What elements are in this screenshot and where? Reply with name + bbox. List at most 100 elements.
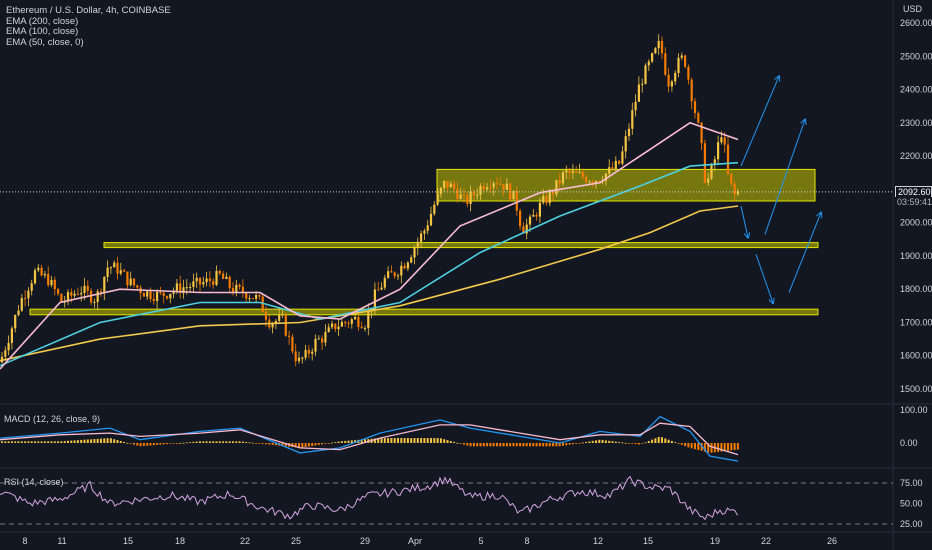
candle-body (502, 184, 505, 190)
candle-body (413, 247, 416, 258)
candle-body (241, 286, 244, 294)
macd-signal-line (0, 422, 739, 456)
candle-body (297, 357, 301, 362)
rsi-tick-label: 50.00 (900, 499, 923, 509)
macd-histogram-bar (225, 441, 228, 443)
candle-body (542, 196, 545, 203)
candle-body (621, 151, 624, 164)
candle-body (218, 270, 221, 274)
macd-histogram-bar (90, 439, 93, 443)
candle-body (321, 338, 324, 343)
macd-histogram-bar (723, 443, 726, 452)
macd-histogram-bar (637, 443, 640, 445)
candle-body (667, 74, 670, 87)
candle-body (555, 179, 558, 195)
candle-body (215, 270, 218, 285)
rsi-tick-label: 25.00 (900, 519, 923, 529)
candle-body (284, 314, 287, 336)
time-tick-label: 15 (643, 536, 653, 546)
macd-histogram-bar (380, 438, 383, 443)
macd-histogram-bar (192, 441, 195, 443)
candle-body (733, 183, 736, 195)
macd-histogram-bar (202, 441, 205, 443)
time-tick-label: 15 (123, 536, 133, 546)
macd-histogram-bar (337, 441, 340, 443)
macd-histogram-bar (27, 441, 30, 443)
macd-histogram-bar (159, 443, 162, 445)
macd-histogram-bar (20, 441, 23, 443)
candle-body (80, 292, 83, 295)
macd-histogram-bar (228, 441, 231, 443)
macd-histogram-bar (575, 443, 578, 444)
candle-body (33, 270, 37, 284)
candle-body (515, 190, 518, 211)
candle-body (578, 172, 581, 174)
candle-body (637, 84, 640, 102)
candle-body (159, 292, 162, 294)
price-tick-label: 2200.00 (900, 151, 932, 161)
macd-histogram-bar (476, 443, 479, 447)
candle-body (175, 283, 178, 291)
candle-body (469, 191, 472, 204)
time-tick-label: 29 (360, 536, 370, 546)
candle-body (165, 296, 169, 299)
candle-body (245, 293, 248, 299)
candle-body (426, 225, 429, 231)
candle-body (47, 273, 50, 286)
macd-histogram-bar (83, 439, 86, 443)
macd-histogram-bar (413, 438, 416, 443)
candle-body (528, 216, 532, 225)
macd-histogram-bar (50, 441, 53, 443)
macd-histogram-bar (664, 438, 667, 443)
candle-body (324, 331, 327, 343)
candle-body (548, 191, 551, 204)
candle-body (631, 110, 634, 129)
macd-histogram-bar (189, 442, 192, 443)
candle-body (416, 241, 419, 248)
macd-histogram-bar (707, 443, 710, 453)
price-tick-label: 2500.00 (900, 51, 932, 61)
candle-body (146, 291, 149, 297)
candle-body (53, 279, 56, 290)
candle-body (185, 287, 188, 289)
candle-body (357, 317, 360, 327)
candle-body (334, 323, 337, 330)
candle-body (453, 183, 456, 189)
scenario-arrow-1 (764, 119, 805, 235)
macd-histogram-bar (387, 438, 390, 443)
candle-body (27, 290, 30, 299)
macd-histogram-bar (17, 441, 20, 443)
macd-histogram-bar (538, 443, 541, 447)
macd-histogram-bar (103, 438, 106, 443)
candle-body (337, 326, 340, 330)
macd-histogram-bar (133, 443, 135, 445)
macd-histogram-bar (274, 443, 277, 446)
macd-histogram-bar (179, 442, 182, 444)
macd-histogram-bar (687, 443, 690, 448)
countdown-tag: 03:59:41 (895, 197, 932, 207)
candle-body (126, 271, 129, 286)
candle-body (644, 65, 647, 84)
macd-histogram-bar (126, 442, 129, 444)
candle-body (30, 283, 33, 291)
macd-histogram-bar (14, 441, 17, 443)
macd-histogram-bar (502, 443, 505, 447)
time-tick-label: 12 (593, 536, 603, 546)
candle-body (264, 311, 268, 320)
candle-body (228, 276, 231, 289)
macd-histogram-bar (647, 441, 650, 443)
candle-body (182, 287, 185, 294)
candle-body (664, 53, 667, 75)
macd-histogram-bar (519, 443, 522, 447)
candle-body (17, 310, 20, 316)
candle-body (456, 188, 459, 199)
macd-histogram-bar (410, 438, 413, 443)
candle-body (4, 350, 7, 357)
macd-histogram-bar (298, 443, 300, 448)
macd-label: MACD (12, 26, close, 9) (4, 414, 101, 424)
macd-histogram-bar (7, 441, 10, 443)
candle-body (657, 40, 660, 49)
candle-body (400, 265, 403, 276)
macd-histogram-bar (265, 443, 267, 445)
